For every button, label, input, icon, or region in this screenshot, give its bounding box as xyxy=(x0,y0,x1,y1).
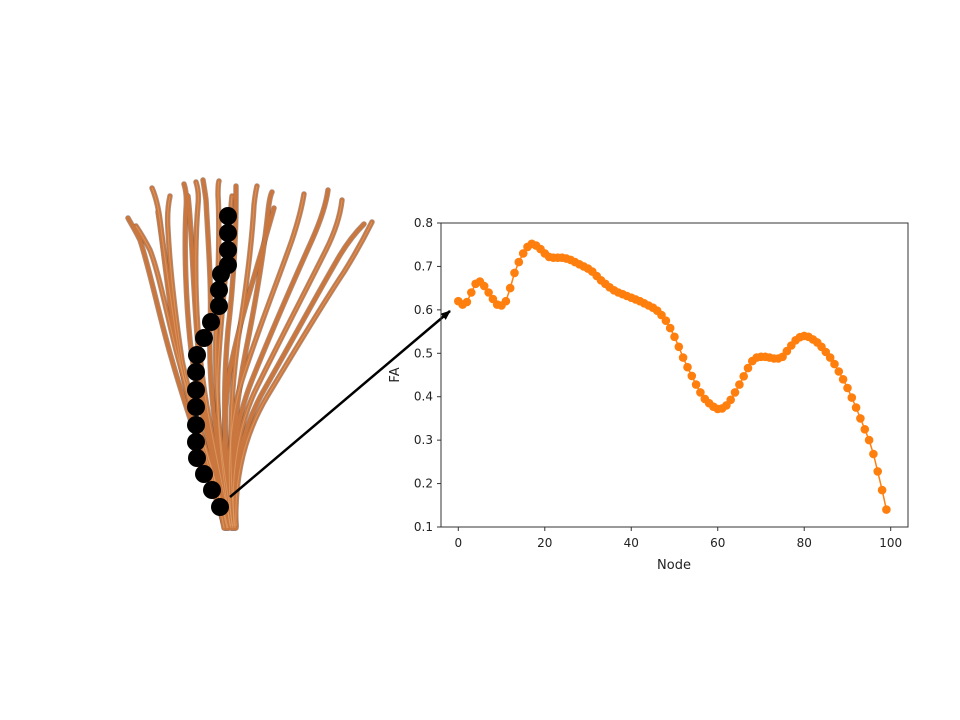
data-point xyxy=(661,316,671,326)
data-point xyxy=(462,297,472,307)
data-point xyxy=(873,467,882,476)
data-point xyxy=(851,403,861,412)
fiber-streamline xyxy=(232,222,366,528)
bundle-node-dot xyxy=(212,265,230,283)
connector-arrow xyxy=(229,310,451,498)
fiber-highlight xyxy=(232,199,343,527)
bundle-node-dot xyxy=(187,433,205,451)
bundle-node-dot xyxy=(219,224,237,242)
bundle-node-dot xyxy=(210,281,228,299)
fa-series-line xyxy=(457,242,888,510)
fiber-highlight xyxy=(195,181,232,529)
data-point xyxy=(856,414,865,423)
fiber-bundle-illustration xyxy=(125,177,375,531)
bundle-node-dot xyxy=(188,346,206,364)
fiber-streamline xyxy=(222,206,276,528)
data-point xyxy=(726,395,735,405)
y-tick-label: 0.5 xyxy=(414,346,433,360)
x-tick-label: 20 xyxy=(537,536,552,550)
bundle-node-dot xyxy=(187,398,205,416)
data-point xyxy=(869,449,878,459)
data-point xyxy=(683,362,692,372)
x-tick-label: 100 xyxy=(879,536,902,550)
fiber-streamline xyxy=(229,188,330,528)
data-point xyxy=(847,393,857,402)
bundle-node-dot xyxy=(195,329,213,347)
fiber-highlight xyxy=(230,185,258,529)
data-point xyxy=(825,353,835,362)
data-point xyxy=(834,367,844,376)
bundle-node-dot xyxy=(195,465,213,483)
data-point xyxy=(518,249,528,258)
x-tick-label: 60 xyxy=(710,536,725,550)
y-tick-label: 0.1 xyxy=(414,520,433,534)
bundle-node-dot xyxy=(187,363,205,381)
data-point xyxy=(484,288,493,297)
x-tick-label: 0 xyxy=(454,536,462,550)
data-point xyxy=(843,383,852,393)
fiber-highlight xyxy=(151,187,225,529)
data-point xyxy=(678,353,688,362)
bundle-node-dot xyxy=(219,241,237,259)
data-point xyxy=(687,371,697,381)
data-point xyxy=(501,296,511,306)
x-tick-label: 80 xyxy=(797,536,812,550)
fiber-highlight xyxy=(228,193,305,527)
y-tick-label: 0.6 xyxy=(414,303,433,317)
data-point xyxy=(860,425,870,434)
y-tick-label: 0.7 xyxy=(414,259,433,273)
bundle-node-dot xyxy=(219,207,237,225)
x-tick-label: 40 xyxy=(624,536,639,550)
data-point xyxy=(830,359,839,369)
bundle-node-dot xyxy=(210,297,228,315)
y-axis-label: FA xyxy=(388,367,403,382)
bundle-node-dot xyxy=(187,416,205,434)
bundle-node-dot xyxy=(203,481,221,499)
bundle-node-dot xyxy=(211,498,229,516)
bundle-node-dot xyxy=(202,313,220,331)
x-axis-label: Node xyxy=(657,558,691,573)
data-point xyxy=(877,485,887,495)
data-point xyxy=(739,372,748,381)
data-point xyxy=(670,332,679,342)
y-tick-label: 0.3 xyxy=(414,433,433,447)
data-point xyxy=(691,380,701,389)
data-point xyxy=(479,281,489,291)
data-point xyxy=(696,388,705,397)
fa-profile-chart: 0 20 40 60 80 100 0.1 0.2 0.3 0.4 0.5 0.6 0.7 0.8 No… xyxy=(388,216,909,573)
data-point xyxy=(730,388,740,397)
data-point xyxy=(510,268,519,278)
x-axis-ticks: 0 20 40 60 80 100 xyxy=(454,527,902,550)
data-point xyxy=(467,288,476,297)
fiber-highlight xyxy=(135,225,228,529)
data-point xyxy=(505,283,515,293)
y-tick-label: 0.4 xyxy=(414,390,433,404)
fiber-highlight xyxy=(235,221,373,527)
data-point xyxy=(735,380,744,389)
data-point xyxy=(743,363,753,373)
data-point xyxy=(864,435,874,445)
bundle-node-dot xyxy=(188,449,206,467)
y-tick-label: 0.8 xyxy=(414,216,433,230)
data-point xyxy=(665,323,675,333)
y-axis-ticks: 0.1 0.2 0.3 0.4 0.5 0.6 0.7 0.8 xyxy=(414,216,441,534)
data-point xyxy=(674,342,684,352)
bundle-node-dot xyxy=(187,381,205,399)
fa-series-points xyxy=(454,239,891,514)
data-point xyxy=(514,257,524,267)
data-point xyxy=(882,505,891,514)
y-tick-label: 0.2 xyxy=(414,477,433,491)
plot-frame xyxy=(440,222,909,528)
data-point xyxy=(838,375,848,384)
